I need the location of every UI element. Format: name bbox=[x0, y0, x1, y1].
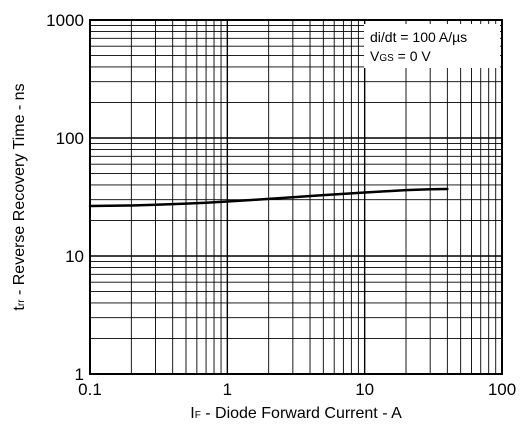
y-tick-label: 100 bbox=[56, 129, 84, 148]
x-tick-label: 10 bbox=[355, 380, 374, 399]
x-tick-labels: 0.1 1 10 100 bbox=[78, 380, 516, 399]
series-group bbox=[88, 187, 449, 208]
plot-frame bbox=[89, 19, 503, 375]
y-tick-label: 1 bbox=[75, 365, 84, 384]
y-tick-labels: 1 10 100 1000 bbox=[46, 11, 84, 384]
y-tick-label: 1000 bbox=[46, 11, 84, 30]
annotation-vgs: VGS = 0 V bbox=[370, 48, 431, 64]
x-axis-label: IF - Diode Forward Current - A bbox=[190, 405, 402, 422]
annotation-didt: di/dt = 100 A/µs bbox=[370, 29, 467, 45]
series-line bbox=[88, 187, 449, 208]
y-tick-label: 10 bbox=[65, 247, 84, 266]
annotation-background bbox=[364, 24, 500, 68]
x-tick-label: 100 bbox=[488, 380, 516, 399]
y-axis-label: trr - Reverse Recovery Time - ns bbox=[11, 83, 28, 310]
x-tick-label: 0.1 bbox=[78, 380, 102, 399]
x-tick-label: 1 bbox=[223, 380, 232, 399]
annotation-box: di/dt = 100 A/µs VGS = 0 V bbox=[364, 24, 500, 68]
